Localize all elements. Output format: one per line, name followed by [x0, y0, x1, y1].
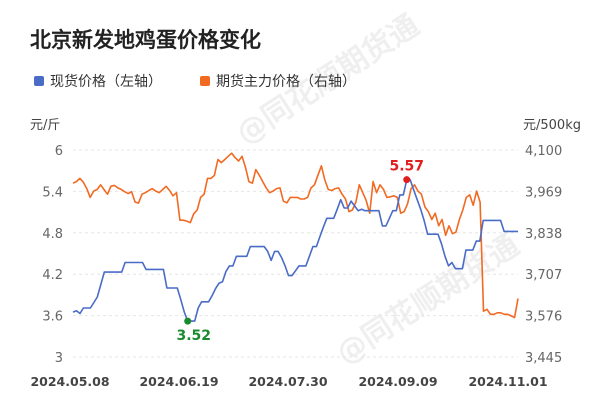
left-axis-tick-label: 5.4: [42, 185, 63, 200]
gridlines: [73, 149, 518, 358]
right-axis-tick-label: 3,707: [525, 268, 562, 283]
right-axis-tick-label: 4,100: [525, 144, 562, 159]
right-axis-tick-label: 3,838: [525, 227, 562, 242]
right-axis-ticks: 4,100 3,969 3,838 3,707 3,576 3,445: [525, 144, 562, 366]
watermark: @同花顺期货通: [330, 228, 525, 372]
legend-swatch-spot: [34, 76, 44, 86]
left-axis-tick-label: 6: [55, 144, 63, 159]
x-axis-tick-label: 2024.05.08: [30, 374, 109, 389]
left-axis-tick-label: 4.8: [42, 227, 63, 242]
annotations: 5.57 3.52: [176, 159, 424, 344]
left-axis-ticks: 6 5.4 4.8 4.2 3.6 3: [42, 144, 63, 366]
legend-swatch-futures: [200, 76, 210, 86]
x-axis-tick-label: 2024.09.09: [358, 374, 437, 389]
spot-series: [72, 178, 518, 322]
min-point-marker: [184, 317, 192, 325]
min-point-label: 3.52: [176, 328, 211, 344]
x-axis-ticks: 2024.05.08 2024.06.19 2024.07.30 2024.09.09…: [30, 374, 547, 389]
left-axis-tick-label: 3.6: [42, 310, 63, 325]
futures-line: [72, 152, 519, 319]
max-point-label: 5.57: [389, 159, 424, 175]
chart-title: 北京新发地鸡蛋价格变化: [30, 28, 261, 52]
left-axis-tick-label: 3: [55, 351, 63, 366]
right-axis-unit: 元/500kg: [523, 118, 581, 133]
left-axis-unit: 元/斤: [30, 118, 60, 133]
legend-label-futures: 期货主力价格（右轴）: [216, 73, 356, 90]
legend-label-spot: 现货价格（左轴）: [50, 73, 162, 90]
x-axis-tick-label: 2024.11.01: [468, 374, 547, 389]
max-point-marker: [403, 176, 411, 184]
x-axis-tick-label: 2024.07.30: [248, 374, 327, 389]
right-axis-tick-label: 3,969: [525, 185, 562, 200]
right-axis-tick-label: 3,576: [525, 310, 562, 325]
futures-series: [72, 152, 519, 319]
right-axis-tick-label: 3,445: [525, 351, 562, 366]
left-axis-tick-label: 4.2: [42, 268, 63, 283]
x-axis-tick-label: 2024.06.19: [139, 374, 218, 389]
spot-line: [72, 178, 518, 322]
